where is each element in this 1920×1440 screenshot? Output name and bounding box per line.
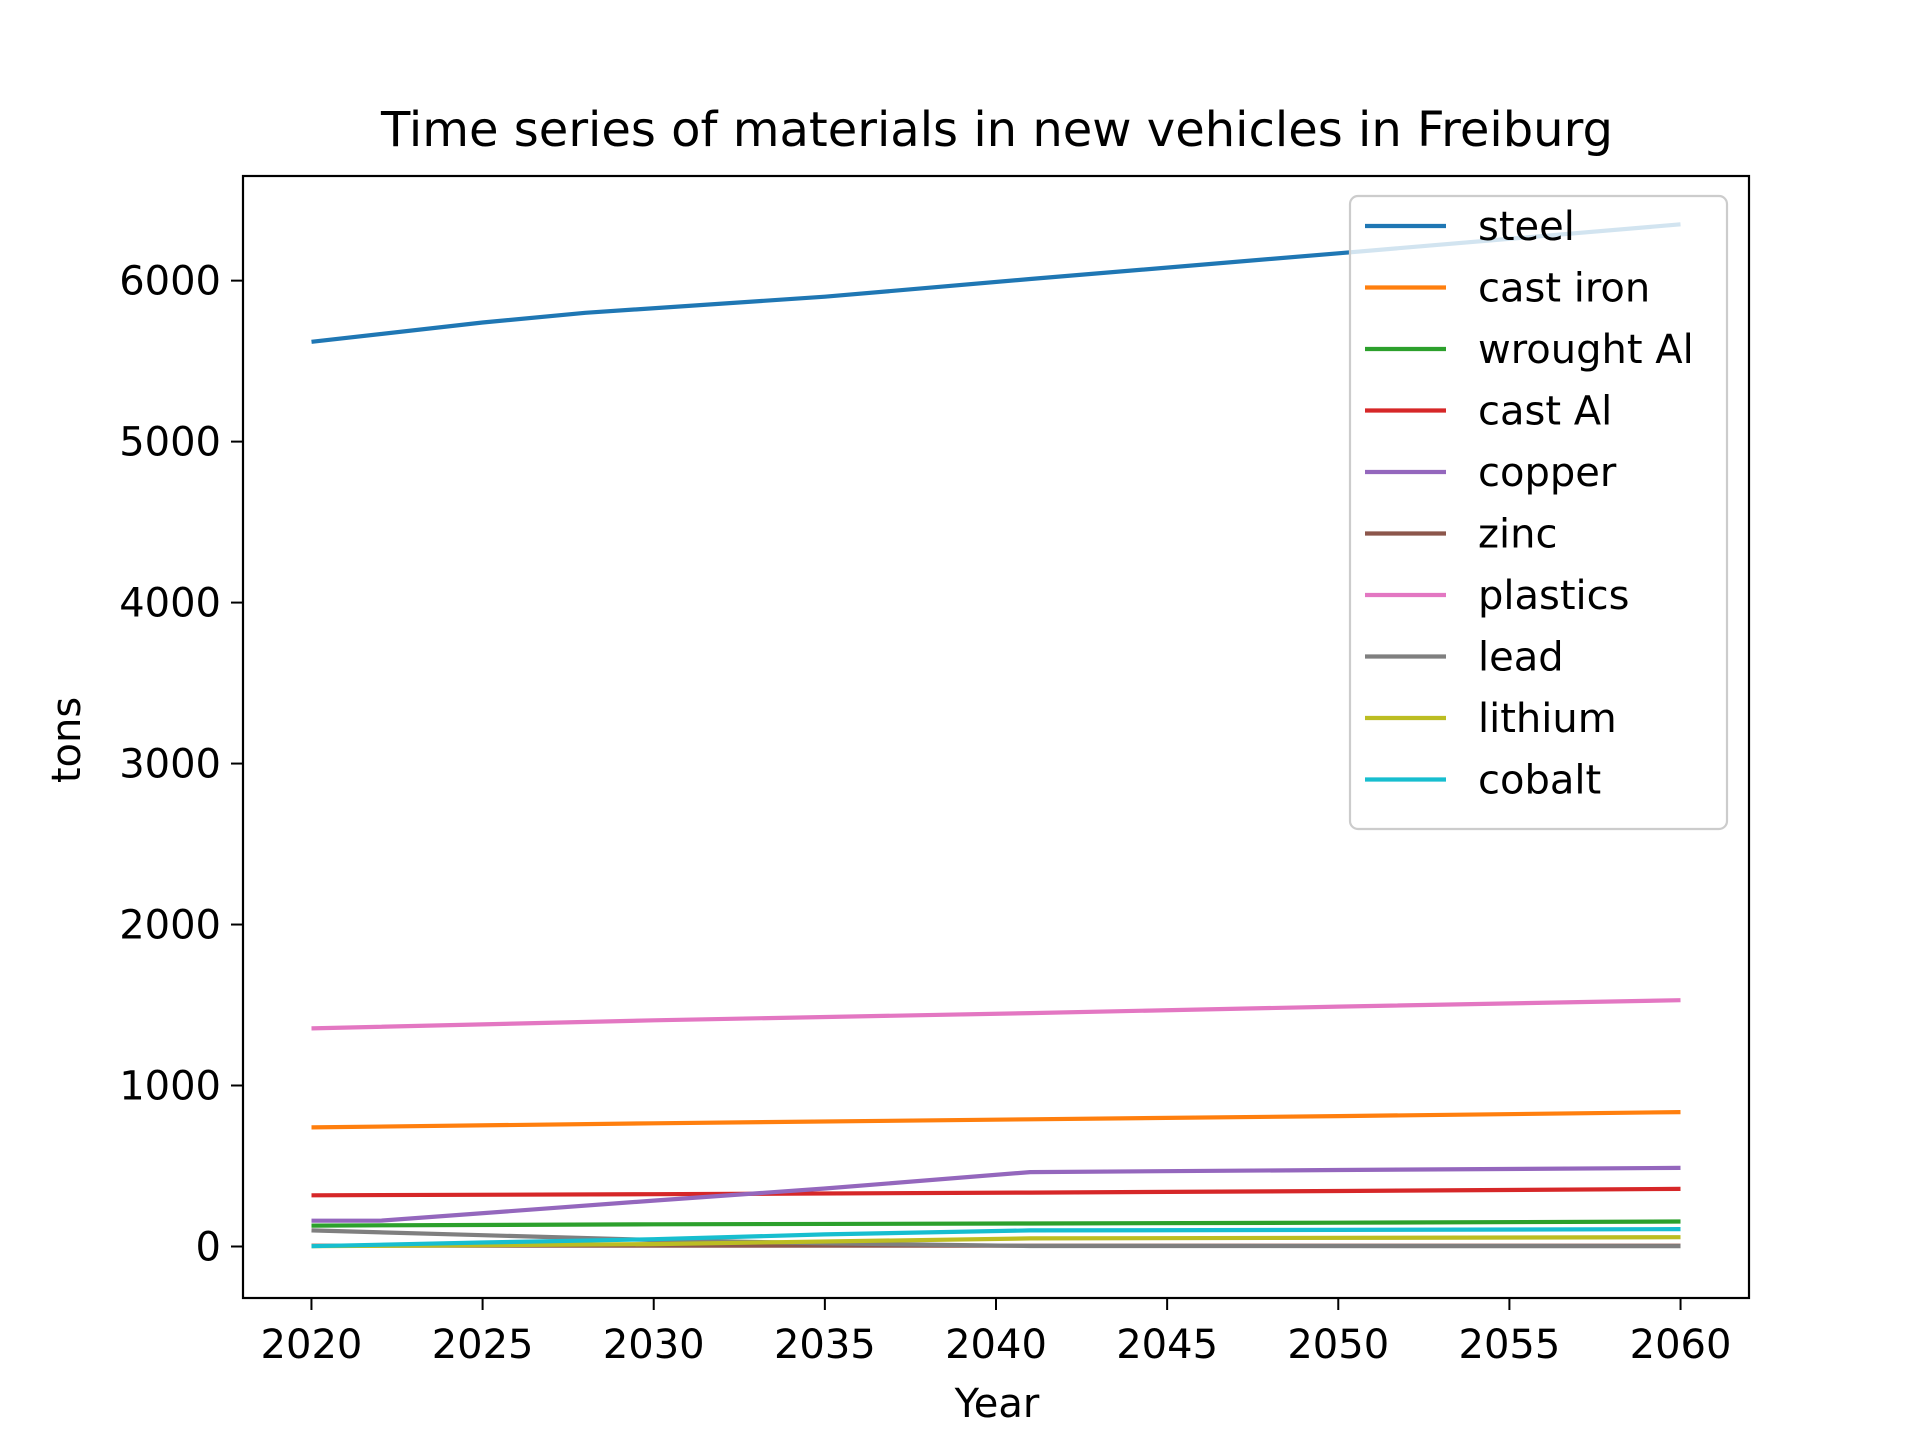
series-line-cast-Al	[311, 1186, 1681, 1198]
legend-label: cast Al	[1478, 389, 1612, 435]
series-line-lithium	[311, 1235, 1681, 1249]
x-tick-label: 2040	[945, 1322, 1047, 1368]
legend-label: lead	[1478, 635, 1564, 681]
legend-label: cobalt	[1478, 758, 1601, 804]
y-tick-label: 3000	[119, 742, 221, 788]
series-line-cast-iron	[311, 1110, 1681, 1130]
x-tick-label: 2045	[1116, 1322, 1218, 1368]
series-line-cobalt	[311, 1226, 1681, 1249]
chart-title: Time series of materials in new vehicles…	[380, 102, 1613, 158]
legend: steel cast iron wrought Al cast Al copper zin…	[1348, 194, 1729, 831]
y-tick-label: 1000	[119, 1064, 221, 1110]
x-tick-label: 2060	[1630, 1322, 1732, 1368]
x-tick-label: 2030	[603, 1322, 705, 1368]
legend-label: plastics	[1478, 573, 1629, 619]
x-tick-label: 2035	[774, 1322, 876, 1368]
legend-label: zinc	[1478, 512, 1557, 558]
x-tick-label: 2055	[1459, 1322, 1561, 1368]
legend-label: copper	[1478, 450, 1617, 496]
x-tick-label: 2050	[1287, 1322, 1389, 1368]
series-line-plastics	[311, 998, 1681, 1031]
series-line-steel	[311, 222, 1681, 344]
legend-box	[1348, 194, 1729, 831]
legend-label: wrought Al	[1478, 327, 1694, 373]
x-tick-label: 2020	[261, 1322, 363, 1368]
y-axis-label: tons	[44, 697, 90, 783]
y-tick-label: 2000	[119, 903, 221, 949]
y-tick-label: 4000	[119, 581, 221, 627]
series-line-copper	[311, 1165, 1681, 1223]
legend-label: lithium	[1478, 696, 1617, 742]
plot-area: 2020 2025 2030 2035 2040 2045 2050 2055 2060 0 100…	[119, 174, 1751, 1368]
x-tick-label: 2025	[432, 1322, 534, 1368]
legend-label: steel	[1478, 204, 1575, 250]
y-tick-label: 5000	[119, 420, 221, 466]
series-line-wrought-Al	[311, 1219, 1681, 1228]
y-tick-label: 6000	[119, 259, 221, 305]
y-tick-label: 0	[196, 1224, 221, 1270]
x-axis-label: Year	[954, 1381, 1040, 1427]
legend-label: cast iron	[1478, 266, 1650, 312]
